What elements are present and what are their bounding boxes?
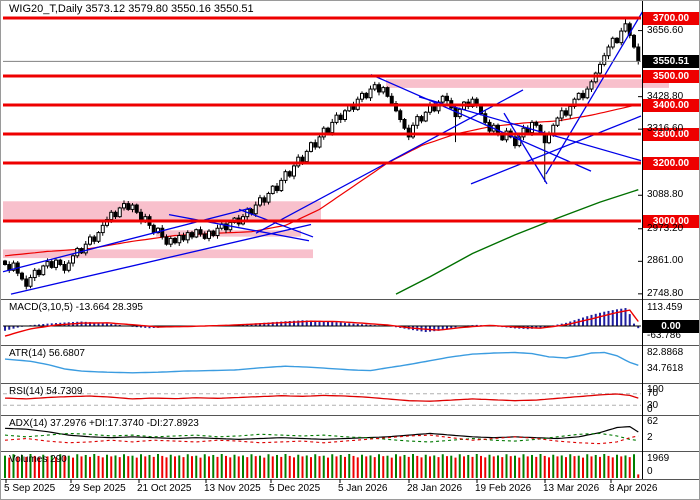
ma-slow-green — [395, 189, 639, 295]
trendline — [418, 96, 642, 162]
price-tick-label: 3428.80 — [647, 90, 684, 102]
support-resistance-zones[interactable] — [3, 79, 669, 259]
minus-di-line — [4, 434, 639, 445]
date-label: 29 Sep 2025 — [69, 483, 126, 494]
chart-title-ohlc: WIG20_T,Daily 3573.12 3579.80 3550.16 35… — [9, 3, 254, 15]
rsi-scale-label: 0 — [647, 404, 653, 415]
main-plot[interactable] — [2, 6, 646, 295]
macd-label: MACD(3,10,5) -13.664 28.395 — [9, 302, 143, 313]
volumes-label: Volumes 290 — [9, 454, 67, 465]
date-label: 13 Mar 2026 — [543, 483, 600, 494]
adx-scale-min: 2 — [647, 432, 653, 443]
candles[interactable] — [3, 18, 641, 290]
macd-signal-line — [4, 309, 639, 337]
price-tick-label: 2748.80 — [647, 287, 684, 299]
plus-di-line — [4, 432, 639, 443]
price-level-badge: 3300.00 — [643, 127, 699, 141]
volumes-scale-min: 0 — [647, 466, 653, 477]
volumes-scale-max: 1969 — [647, 453, 670, 464]
zone-rect — [3, 201, 321, 221]
trendline — [503, 112, 548, 185]
trendline — [470, 115, 642, 185]
price-level-badge: 3400.00 — [643, 98, 699, 112]
date-label: 5 Sep 2025 — [4, 483, 56, 494]
rsi-label: RSI(14) 54.7309 — [9, 386, 83, 397]
macd-scale-max: 113.459 — [647, 301, 683, 313]
trendline — [10, 223, 312, 295]
date-label: 19 Feb 2026 — [475, 483, 532, 494]
adx-scale-max: 62 — [647, 416, 659, 427]
date-label: 28 Jan 2026 — [407, 483, 463, 494]
price-level-badge: 3000.00 — [643, 214, 699, 228]
date-label: 8 Apr 2026 — [609, 483, 658, 494]
date-label: 5 Jan 2026 — [338, 483, 388, 494]
trendline — [545, 11, 642, 175]
price-tick-label: 3656.60 — [647, 24, 684, 36]
rsi-scale-label: 100 — [647, 384, 664, 395]
price-tick-label: 2861.00 — [647, 255, 684, 267]
atr-scale-max: 82.8868 — [647, 347, 684, 358]
atr-scale-min: 34.7618 — [647, 363, 684, 374]
trendline — [2, 207, 252, 273]
price-tick-label: 3316.60 — [647, 123, 684, 135]
macd-scale-min: -63.786 — [647, 330, 681, 342]
zone-rect — [156, 230, 301, 237]
current-price-badge: 3550.51 — [643, 54, 699, 68]
volumes-panel[interactable] — [4, 454, 640, 478]
adx-label: ADX(14) 37.2976 +DI:17.3740 -DI:27.8923 — [9, 418, 199, 429]
zone-rect — [386, 79, 669, 88]
price-level-badge: 3500.00 — [643, 69, 699, 83]
date-label: 5 Dec 2025 — [269, 483, 321, 494]
macd-zero-badge: 0.00 — [643, 319, 699, 333]
rsi-scale-label: 70 — [647, 387, 659, 399]
atr-line — [4, 351, 639, 374]
price-level-badge: 3200.00 — [643, 156, 699, 170]
rsi-scale-label: 30 — [647, 400, 659, 411]
trendline — [168, 213, 310, 242]
date-label: 21 Oct 2025 — [137, 483, 192, 494]
trendline — [370, 73, 592, 172]
zone-rect — [3, 249, 313, 259]
price-tick-label: 2973.20 — [647, 222, 684, 234]
price-level-badge: 3700.00 — [643, 11, 699, 25]
atr-label: ATR(14) 56.6807 — [9, 348, 85, 359]
price-tick-label: 3088.80 — [647, 189, 684, 201]
rsi-line — [4, 393, 639, 402]
date-label: 13 Nov 2025 — [204, 483, 261, 494]
adx-line — [4, 425, 639, 441]
macd-panel[interactable] — [3, 308, 641, 337]
